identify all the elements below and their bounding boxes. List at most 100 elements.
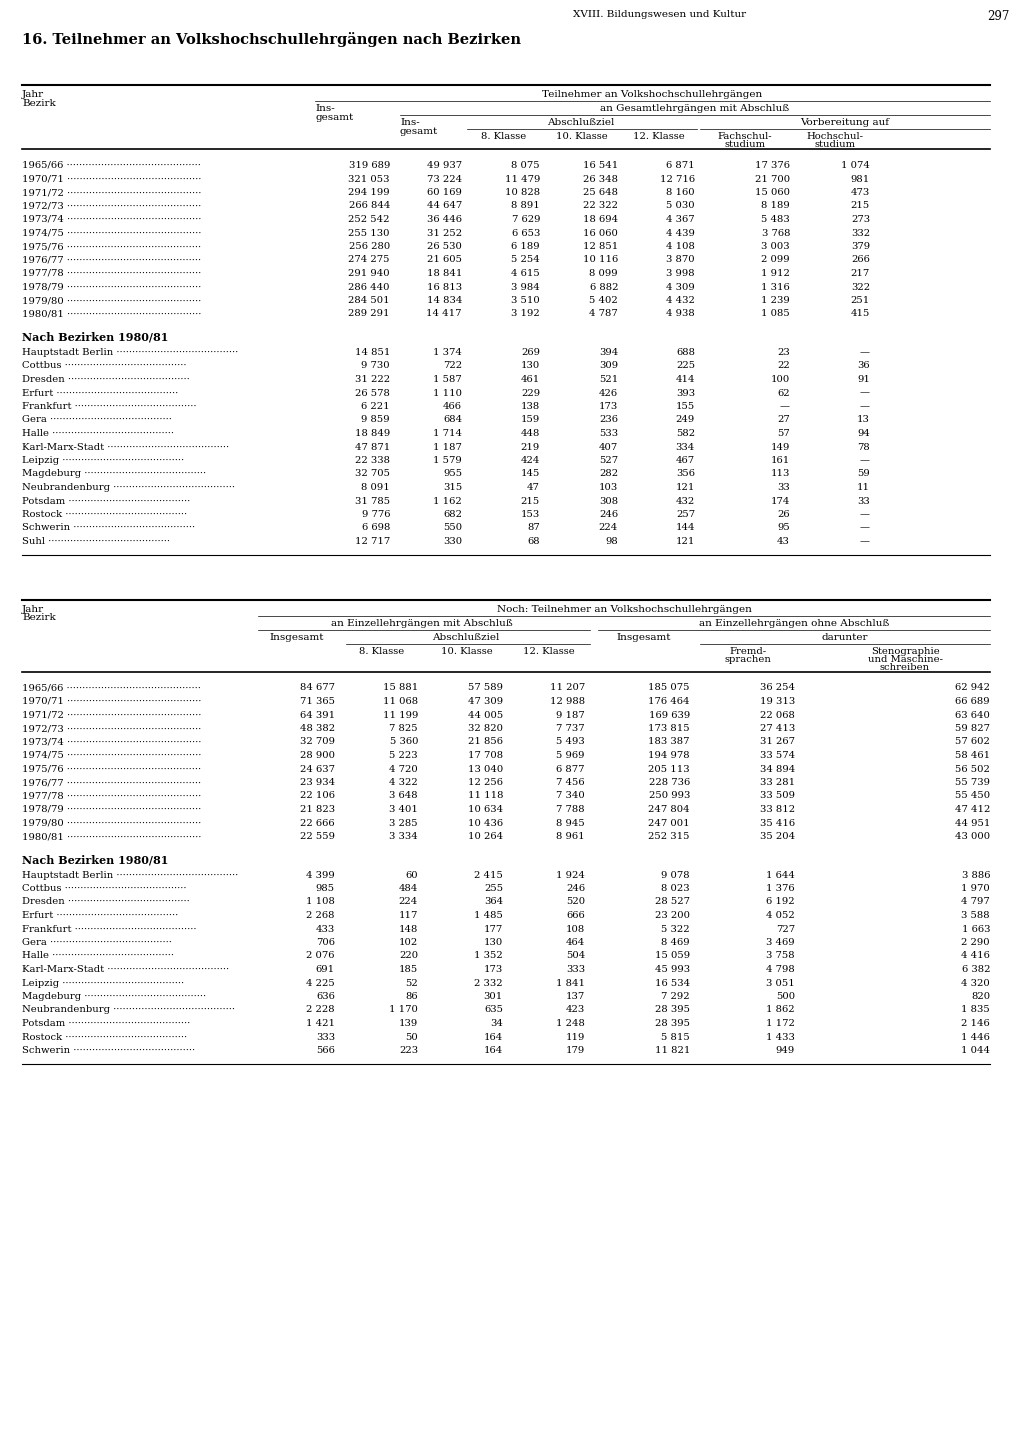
Text: 60 169: 60 169 [427,188,462,196]
Text: 4 615: 4 615 [511,269,540,279]
Text: 8 189: 8 189 [761,202,790,211]
Text: 62: 62 [777,388,790,397]
Text: 414: 414 [676,375,695,384]
Text: 44 647: 44 647 [427,202,462,211]
Text: 246: 246 [566,884,585,892]
Text: 66 689: 66 689 [955,697,990,706]
Text: 173: 173 [483,965,503,975]
Text: 18 694: 18 694 [583,215,618,224]
Text: 682: 682 [443,510,462,518]
Text: 7 456: 7 456 [556,778,585,787]
Text: —: — [860,388,870,397]
Text: 57: 57 [777,429,790,438]
Text: 255 130: 255 130 [348,228,390,237]
Text: 15 060: 15 060 [755,188,790,196]
Text: 8 891: 8 891 [511,202,540,211]
Text: 12 988: 12 988 [550,697,585,706]
Text: 3 758: 3 758 [766,952,795,960]
Text: 12. Klasse: 12. Klasse [633,131,684,142]
Text: 4 938: 4 938 [667,309,695,319]
Text: 169 639: 169 639 [649,710,690,719]
Text: 35 204: 35 204 [760,832,795,840]
Text: 5 030: 5 030 [667,202,695,211]
Text: 1 485: 1 485 [474,911,503,920]
Text: Neubrandenburg ·······································: Neubrandenburg ·························… [22,1005,234,1015]
Text: 484: 484 [398,884,418,892]
Text: 137: 137 [565,992,585,1001]
Text: 3 510: 3 510 [511,296,540,305]
Text: 31 252: 31 252 [427,228,462,237]
Text: Stenographie: Stenographie [870,647,939,656]
Text: 4 367: 4 367 [667,215,695,224]
Text: 394: 394 [599,348,618,357]
Text: 17 708: 17 708 [468,751,503,760]
Text: 26 530: 26 530 [427,243,462,251]
Text: 473: 473 [851,188,870,196]
Text: 249: 249 [676,416,695,425]
Text: 16 534: 16 534 [655,979,690,988]
Text: 113: 113 [771,469,790,478]
Text: 1 316: 1 316 [761,283,790,292]
Text: 229: 229 [521,388,540,397]
Text: 2 290: 2 290 [962,939,990,947]
Text: 7 788: 7 788 [556,804,585,814]
Text: 2 268: 2 268 [306,911,335,920]
Text: 308: 308 [599,497,618,505]
Text: 225: 225 [676,361,695,371]
Text: 1972/73 ···········································: 1972/73 ································… [22,202,202,211]
Text: —: — [860,348,870,357]
Text: 28 900: 28 900 [300,751,335,760]
Text: 504: 504 [565,952,585,960]
Text: 57 602: 57 602 [955,738,990,747]
Text: 467: 467 [676,456,695,465]
Text: 322: 322 [851,283,870,292]
Text: Dresden ·······································: Dresden ································… [22,375,189,384]
Text: Insgesamt: Insgesamt [616,632,672,641]
Text: 424: 424 [520,456,540,465]
Text: 33 574: 33 574 [760,751,795,760]
Text: 15 881: 15 881 [383,683,418,693]
Text: Jahr: Jahr [22,605,44,614]
Text: 64 391: 64 391 [300,710,335,719]
Text: 5 969: 5 969 [556,751,585,760]
Text: 5 223: 5 223 [389,751,418,760]
Text: 19 313: 19 313 [760,697,795,706]
Text: 1977/78 ···········································: 1977/78 ································… [22,269,202,279]
Text: 28 395: 28 395 [655,1005,690,1015]
Text: 36 254: 36 254 [760,683,795,693]
Text: 448: 448 [520,429,540,438]
Text: 130: 130 [521,361,540,371]
Text: 95: 95 [777,524,790,533]
Text: 393: 393 [676,388,695,397]
Text: 52: 52 [406,979,418,988]
Text: Erfurt ·······································: Erfurt ·································… [22,388,178,397]
Text: 2 076: 2 076 [306,952,335,960]
Text: —: — [860,524,870,533]
Text: 246: 246 [599,510,618,518]
Text: 21 856: 21 856 [468,738,503,747]
Text: 8 469: 8 469 [662,939,690,947]
Text: 820: 820 [971,992,990,1001]
Text: Teilnehmer an Volkshochschullehrgängen: Teilnehmer an Volkshochschullehrgängen [543,90,763,100]
Text: 1978/79 ···········································: 1978/79 ································… [22,283,202,292]
Text: 32 709: 32 709 [300,738,335,747]
Text: Abschlußziel: Abschlußziel [547,118,614,127]
Text: 219: 219 [521,442,540,452]
Text: 1 644: 1 644 [766,871,795,879]
Text: Karl-Marx-Stadt ·······································: Karl-Marx-Stadt ························… [22,442,229,452]
Text: 3 401: 3 401 [389,804,418,814]
Text: 12. Klasse: 12. Klasse [522,647,574,656]
Text: 722: 722 [442,361,462,371]
Text: 4 720: 4 720 [389,764,418,774]
Text: 294 199: 294 199 [348,188,390,196]
Text: 582: 582 [676,429,695,438]
Text: 87: 87 [527,524,540,533]
Text: 164: 164 [483,1032,503,1041]
Text: 215: 215 [851,202,870,211]
Text: 47 412: 47 412 [954,804,990,814]
Text: 1 074: 1 074 [841,160,870,170]
Text: 9 776: 9 776 [361,510,390,518]
Text: 5 322: 5 322 [662,924,690,933]
Text: 691: 691 [315,965,335,975]
Text: Abschlußziel: Abschlußziel [432,632,499,641]
